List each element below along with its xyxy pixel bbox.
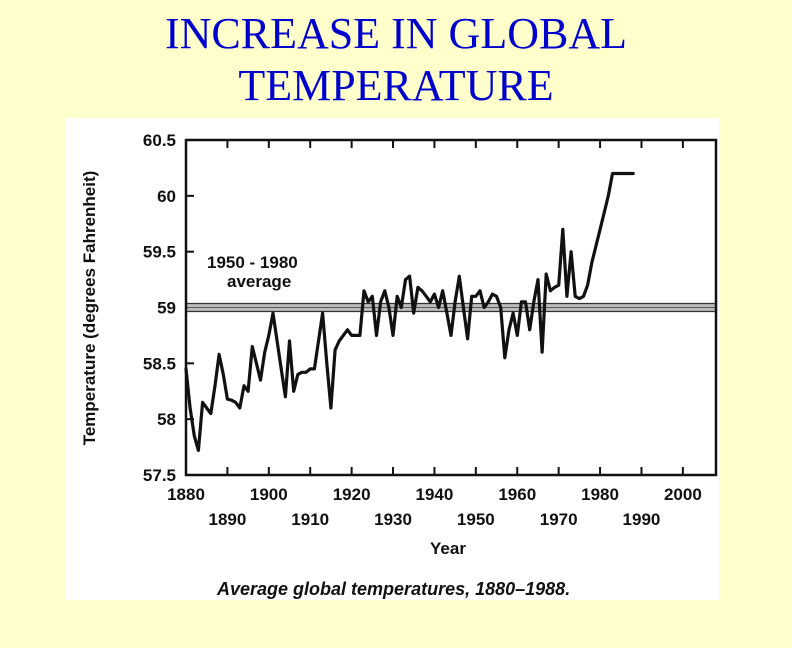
x-tick-label: 1950	[457, 510, 495, 529]
x-tick-label: 1880	[167, 485, 205, 504]
series	[184, 171, 635, 452]
y-tick-label: 58	[157, 410, 176, 429]
x-tick-labels: 1880 1900 1920 1940 1960 1980 2000 1890 1910 1930…	[167, 485, 702, 529]
x-tick-label: 1990	[623, 510, 661, 529]
y-tick-label: 60.5	[143, 131, 176, 150]
slide-title: INCREASE IN GLOBAL TEMPERATURE	[0, 8, 792, 112]
y-tick-label: 60	[157, 187, 176, 206]
x-tick-label: 1930	[374, 510, 412, 529]
temperature-series-line	[184, 171, 635, 452]
slide-title-line-1: INCREASE IN GLOBAL	[165, 9, 627, 58]
y-tick-label: 59	[157, 299, 176, 318]
x-tick-label: 1890	[208, 510, 246, 529]
x-tick-label: 1900	[250, 485, 288, 504]
y-tick-label: 58.5	[143, 354, 176, 373]
x-tick-label: 2000	[664, 485, 702, 504]
average-label-line-1: 1950 - 1980	[207, 253, 298, 272]
plot-frame	[184, 138, 718, 477]
average-band	[186, 302, 716, 313]
x-tick-label: 1910	[291, 510, 329, 529]
y-axis-title: Temperature (degrees Fahrenheit)	[80, 171, 99, 446]
y-tick-label: 57.5	[143, 466, 176, 485]
x-tick-label: 1970	[540, 510, 578, 529]
y-tick-labels: 60.5 60 59.5 59 58.5 58 57.5	[143, 131, 176, 485]
chart-caption: Average global temperatures, 1880–1988.	[216, 579, 570, 599]
x-tick-label: 1980	[581, 485, 619, 504]
x-tick-label: 1940	[416, 485, 454, 504]
x-axis-title: Year	[430, 539, 466, 558]
average-label-line-2: average	[227, 272, 291, 291]
chart-panel: 60.5 60 59.5 59 58.5 58 57.5 1880 1900 1920 1940 1…	[65, 118, 719, 600]
x-tick-label: 1960	[498, 485, 536, 504]
y-tick-label: 59.5	[143, 243, 176, 262]
x-tick-label: 1920	[333, 485, 371, 504]
axes	[184, 138, 718, 477]
slide-title-line-2: TEMPERATURE	[238, 61, 554, 110]
